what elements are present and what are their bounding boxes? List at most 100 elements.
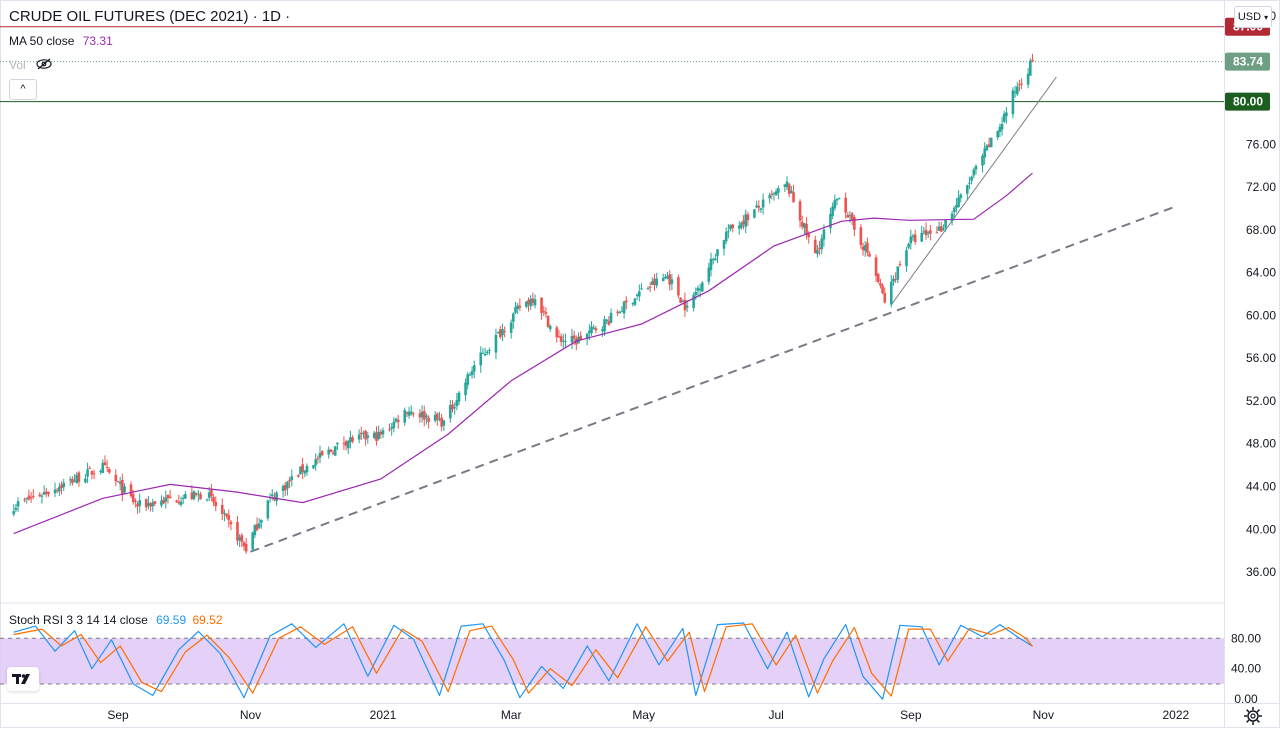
candle-body [998,126,1002,132]
candle-body [572,335,576,339]
candle-body [121,479,124,494]
candle-body [58,486,61,492]
vol-legend[interactable]: Vol [9,58,53,73]
candle-body [472,365,476,372]
symbol-title[interactable]: CRUDE OIL FUTURES (DEC 2021) · 1D · [9,8,291,25]
eye-hidden-icon[interactable] [35,58,53,73]
candle-body [785,181,789,188]
candle-body [711,259,715,261]
candle-body [590,326,593,334]
candle-body [138,500,142,506]
candle-body [1020,83,1023,85]
gear-icon[interactable] [1243,706,1263,726]
candle-body [251,532,254,550]
candle-body [281,486,285,491]
candle-body [220,504,224,514]
stoch-rsi-legend[interactable]: Stoch RSI 3 3 14 14 close 69.59 69.52 [9,613,223,627]
candle-body [559,336,563,342]
candle-body [457,392,461,402]
candle-body [451,404,454,410]
candle-body [740,222,743,228]
candle-body [194,493,198,495]
candle-body [648,286,652,288]
candle-body [99,471,102,473]
candle-body [922,231,926,233]
candle-body [542,310,546,312]
candle-body [47,491,50,495]
candle-body [729,224,732,230]
candle-body [635,294,639,296]
currency-button[interactable]: USD ▾ [1234,6,1272,28]
candle-body [822,229,826,240]
candle-body [527,299,530,305]
tradingview-logo-icon[interactable] [7,667,39,691]
candle-body [381,430,385,435]
solid-trendline[interactable] [890,76,1057,306]
candle-body [346,440,350,449]
candle-body [620,311,624,313]
candle-body [329,449,333,452]
candle-body [409,411,413,414]
candle-body [75,475,79,483]
candle-body [850,213,854,220]
candle-body [829,213,832,229]
candle-body [631,303,635,305]
candle-body [485,351,489,354]
stoch-tick-label: 80.00 [1231,631,1261,645]
candle-body [972,169,976,176]
candle-body [327,449,330,455]
candle-body [366,435,370,438]
candle-body [798,201,802,221]
stoch-k-line[interactable] [13,622,1033,700]
last-price-label: 83.74 [1233,55,1263,69]
candle-body [210,490,213,497]
ma-legend[interactable]: MA 50 close 73.31 [9,34,113,48]
candle-body [989,137,993,148]
candle-body [929,230,932,234]
candle-body [296,475,300,477]
stoch-k-value: 69.59 [156,613,187,627]
candle-body [1028,60,1032,76]
candle-body [561,340,565,342]
ma-value: 73.31 [82,34,113,48]
candle-body [240,535,244,542]
candle-body [68,479,72,481]
candle-body [357,434,361,440]
candle-body [179,501,183,505]
candle-body [944,220,947,228]
candle-body [29,497,33,499]
collapse-legend-button[interactable]: ^ [9,79,37,100]
candle-body [342,443,346,445]
candle-body [199,494,202,500]
candle-body [533,299,537,306]
candle-body [86,469,89,477]
candle-body [679,297,682,303]
candle-body [837,198,841,200]
candle-body [709,258,713,270]
time-tick-label: Jul [768,708,783,722]
candle-body [344,441,348,446]
chevron-down-icon: ▾ [1264,13,1269,22]
candle-body [926,232,930,234]
candle-body [488,349,491,351]
stoch-d-line[interactable] [13,623,1033,697]
time-tick-label: Nov [1033,708,1054,722]
candle-body [859,227,863,246]
candle-body [1026,73,1030,85]
candle-body [525,301,528,307]
ma50-line[interactable] [13,172,1033,535]
candle-body [316,458,320,460]
candle-body [205,499,209,501]
candle-body [820,238,824,249]
candle-body [425,415,428,418]
candle-body [496,332,500,334]
candle-body [516,305,519,309]
candle-body [588,330,591,334]
candle-body [605,319,609,322]
vol-label: Vol [9,58,26,72]
candle-body [73,480,76,482]
candle-body [92,473,96,475]
candle-body [283,485,287,491]
